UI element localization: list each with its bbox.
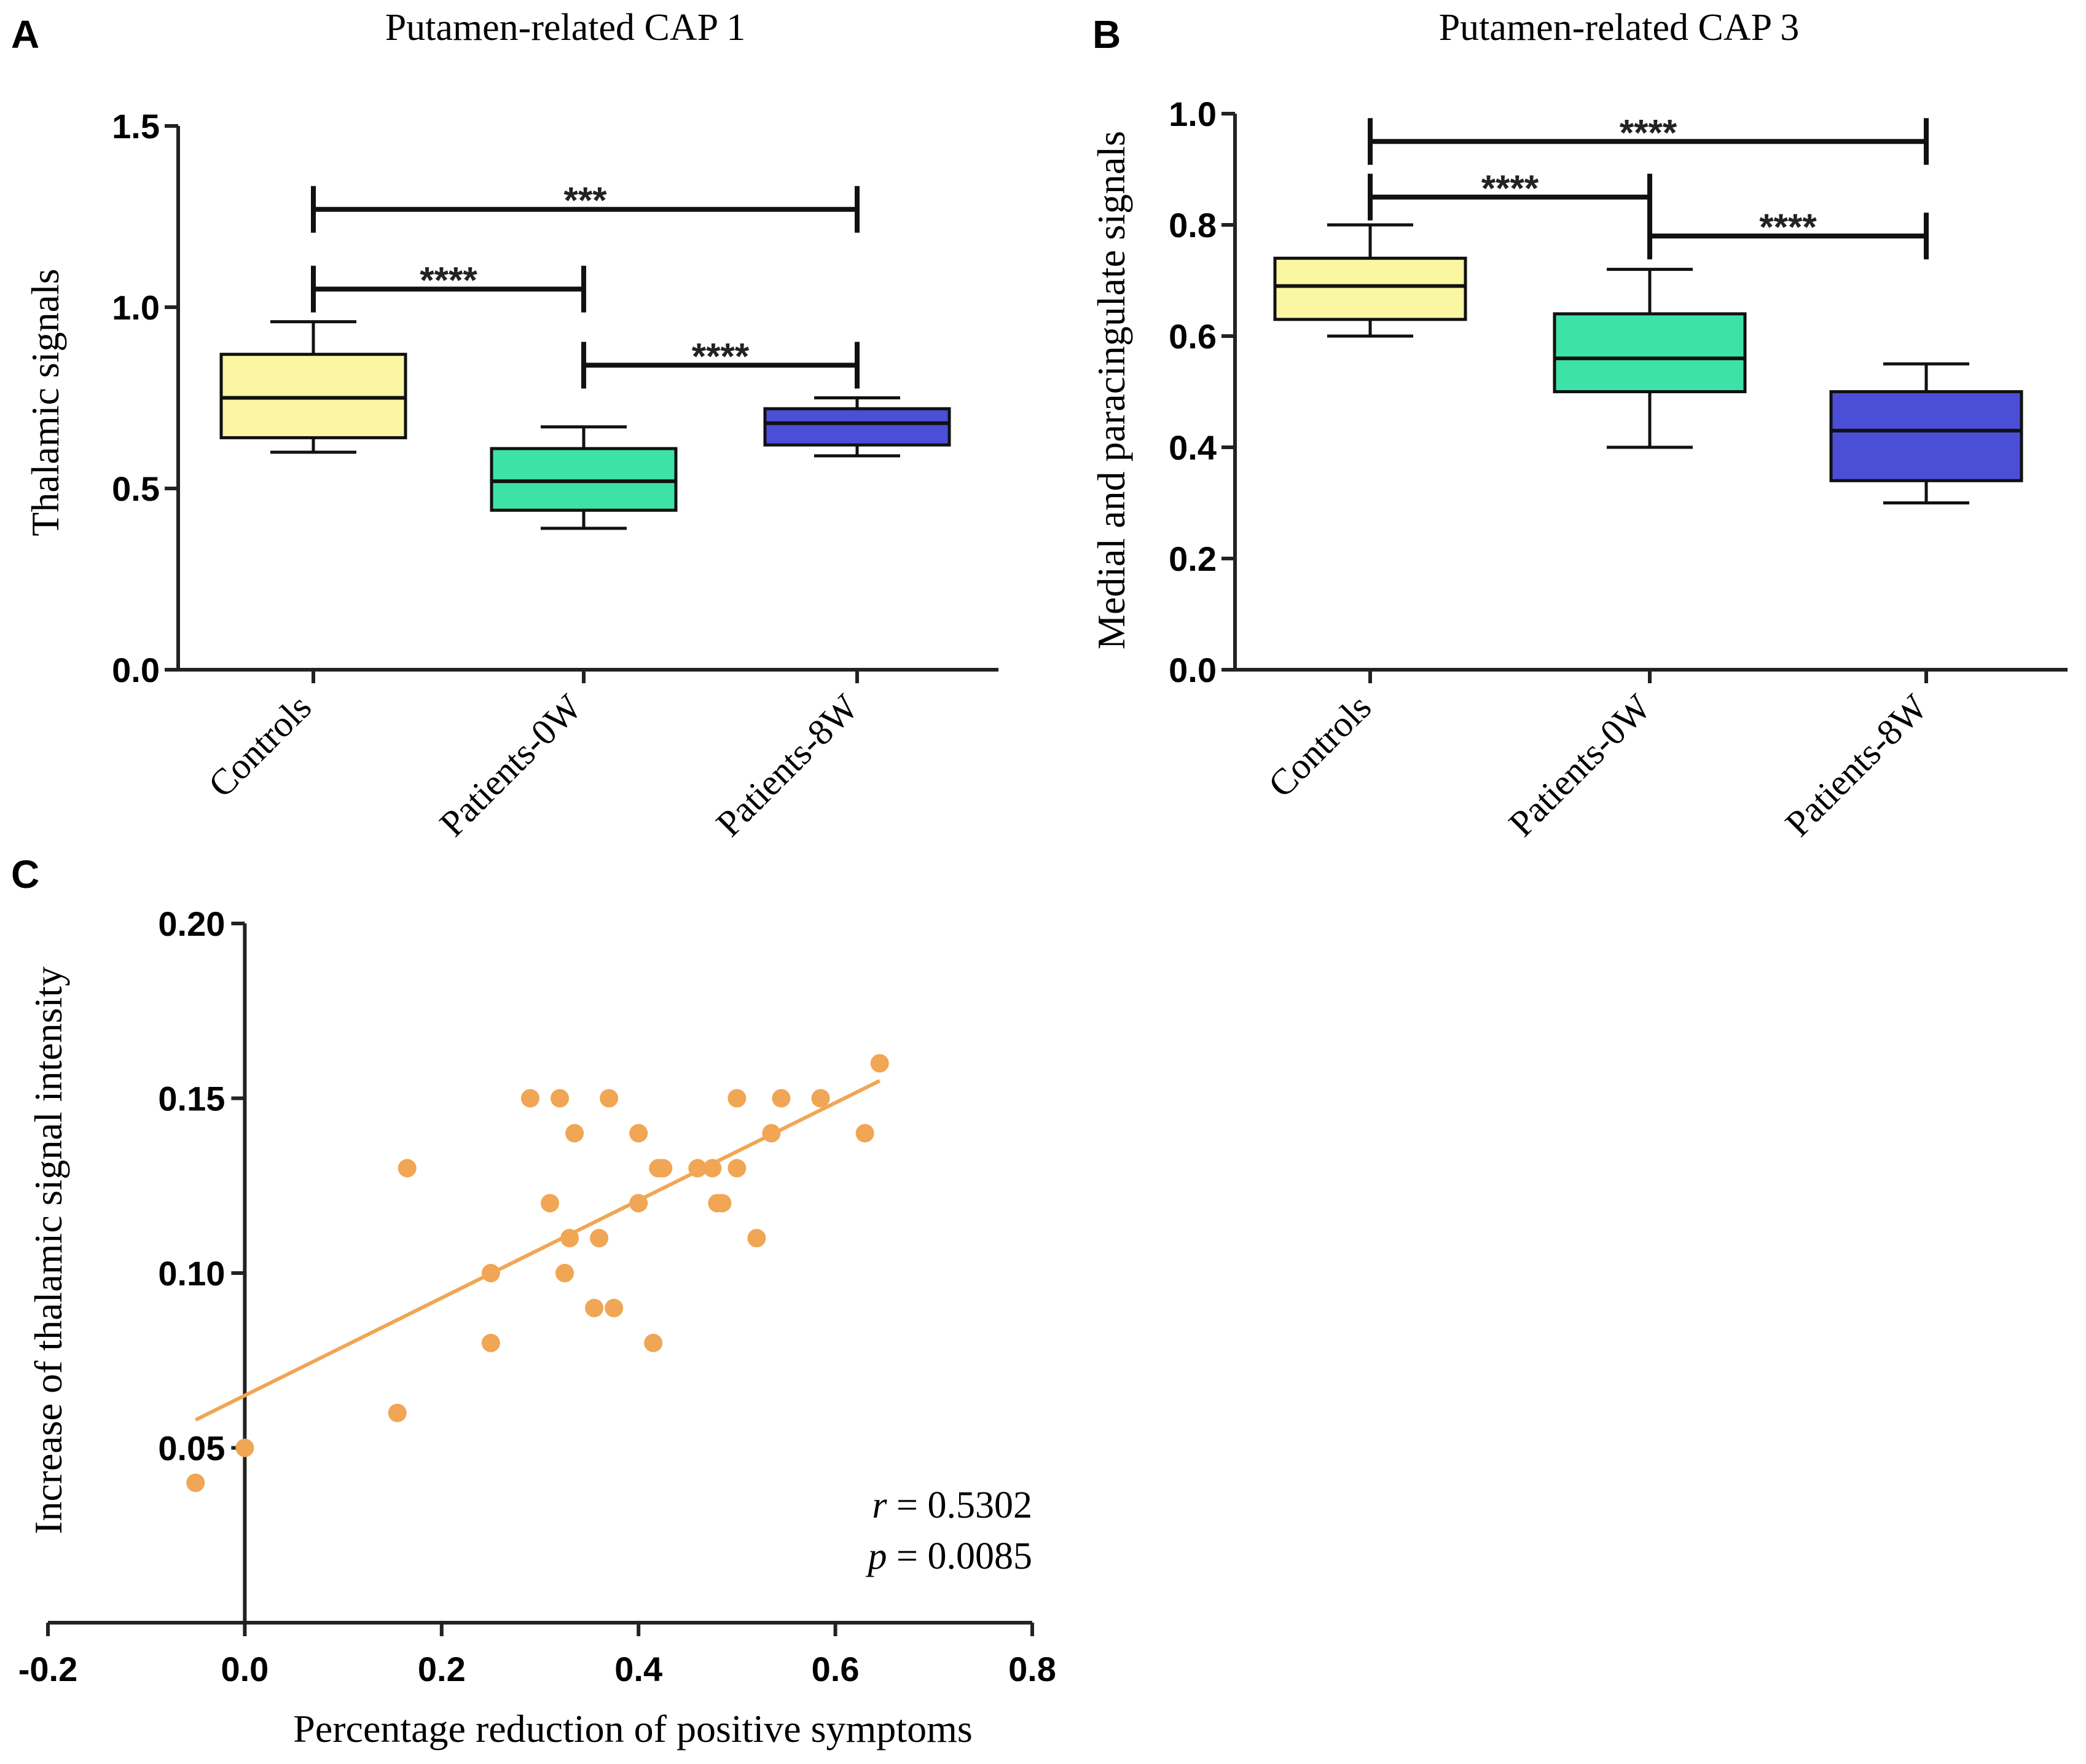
panel-a-category-patients-8w: Patients-8W — [708, 686, 866, 844]
panel-c-data-point — [855, 1124, 874, 1143]
panel-a-y-axis-label: Thalamic signals — [23, 269, 67, 536]
panel-b-significance-0-label: **** — [1620, 112, 1677, 153]
panel-c-data-point — [565, 1124, 584, 1143]
panel-c-y-axis-label: Increase of thalamic signal intensity — [26, 966, 70, 1534]
panel-b-y-tick-label: 0.2 — [1169, 539, 1217, 578]
panel-c-x-tick-label: -0.2 — [18, 1650, 78, 1688]
panel-b-significance-2-label: **** — [1759, 206, 1817, 248]
panel-b-y-tick-label: 1.0 — [1169, 95, 1217, 133]
panel-c-x-tick-label: 0.2 — [418, 1650, 466, 1688]
panel-c-x-tick-label: 0.6 — [812, 1650, 860, 1688]
panel-c-data-point — [520, 1089, 539, 1108]
panel-a-y-tick-label: 1.5 — [112, 107, 160, 146]
panel-b-title: Putamen-related CAP 3 — [1439, 7, 1800, 49]
panel-a-y-tick-label: 0.0 — [112, 651, 160, 689]
panel-c-data-point — [481, 1333, 500, 1352]
panel-letter-a: A — [11, 12, 39, 57]
panel-c-data-point — [870, 1054, 889, 1073]
panel-c-data-point — [481, 1264, 500, 1282]
panel-letter-c: C — [11, 852, 39, 896]
panel-c-data-point — [551, 1089, 570, 1108]
correlation-p-value: p = 0.0085 — [866, 1535, 1032, 1577]
panel-a-significance-0-label: *** — [563, 180, 607, 221]
panel-c-x-tick-label: 0.0 — [221, 1650, 269, 1688]
panel-c-data-point — [629, 1124, 648, 1143]
panel-c-data-point — [600, 1089, 619, 1108]
panel-c-data-point — [811, 1089, 830, 1108]
panel-b-y-tick-label: 0.8 — [1169, 206, 1217, 245]
panel-c-y-tick-label: 0.20 — [158, 904, 225, 943]
panel-b-box-controls-iqr — [1273, 256, 1467, 321]
panel-c-data-point — [541, 1194, 560, 1213]
panel-c-data-point — [590, 1229, 609, 1248]
panel-b: B Putamen-related CAP 3 Medial and parac… — [1089, 7, 2068, 844]
panel-c-data-point — [727, 1159, 747, 1178]
panel-c-data-point — [186, 1473, 205, 1492]
panel-c-x-tick-label: 0.4 — [614, 1650, 662, 1688]
panel-c-data-point — [772, 1089, 791, 1108]
panel-c-data-point — [654, 1159, 673, 1178]
panel-b-y-tick-label: 0.0 — [1169, 651, 1217, 689]
panel-b-significance-1-label: **** — [1481, 168, 1539, 209]
panel-c-data-point — [388, 1403, 407, 1422]
panel-b-y-axis-label: Medial and paracingulate signals — [1089, 131, 1133, 649]
panel-c-data-point — [398, 1159, 417, 1178]
panel-a-box-patients-8w-iqr — [763, 407, 951, 447]
panel-c-data-point — [727, 1089, 747, 1108]
panel-b-category-controls: Controls — [1260, 687, 1379, 806]
panel-a-significance-2-label: **** — [692, 335, 750, 377]
panel-a-significance-1-label: **** — [420, 260, 477, 301]
panel-a-title: Putamen-related CAP 1 — [385, 7, 746, 49]
panel-c-data-point — [585, 1298, 604, 1317]
panel-c-data-point — [629, 1194, 648, 1213]
panel-c: C Increase of thalamic signal intensity … — [11, 852, 1056, 1750]
panel-a-category-controls: Controls — [200, 687, 319, 806]
panel-c-x-axis-label: Percentage reduction of positive symptom… — [293, 1707, 973, 1750]
panel-a: A Putamen-related CAP 1 Thalamic signals… — [11, 7, 998, 844]
panel-c-data-point — [555, 1264, 574, 1282]
panel-c-data-point — [762, 1124, 781, 1143]
panel-a-category-patients-0w: Patients-0W — [432, 686, 590, 844]
panel-c-data-point — [703, 1159, 722, 1178]
correlation-r-value: r = 0.5302 — [872, 1484, 1032, 1526]
panel-c-data-point — [644, 1333, 663, 1352]
panel-b-box-patients-0w-iqr — [1553, 312, 1747, 393]
panel-b-category-patients-8w: Patients-8W — [1778, 686, 1935, 844]
panel-c-data-point — [713, 1194, 732, 1213]
panel-b-y-tick-label: 0.6 — [1169, 317, 1217, 356]
panel-a-y-tick-label: 0.5 — [112, 469, 160, 508]
panel-c-y-tick-label: 0.15 — [158, 1080, 225, 1118]
panel-c-y-tick-label: 0.05 — [158, 1429, 225, 1468]
panel-c-x-tick-label: 0.8 — [1008, 1650, 1056, 1688]
panel-a-y-tick-label: 1.0 — [112, 288, 160, 327]
panel-c-data-point — [747, 1229, 766, 1248]
panel-c-y-tick-label: 0.10 — [158, 1254, 225, 1293]
panel-c-data-point — [235, 1438, 254, 1457]
panel-letter-b: B — [1092, 12, 1121, 57]
panel-c-data-point — [560, 1229, 579, 1248]
panel-c-data-point — [688, 1159, 707, 1178]
panel-b-category-patients-0w: Patients-0W — [1501, 686, 1659, 844]
panel-b-y-tick-label: 0.4 — [1169, 428, 1217, 467]
panel-c-data-point — [605, 1298, 624, 1317]
panel-b-box-patients-8w-iqr — [1829, 390, 2023, 482]
